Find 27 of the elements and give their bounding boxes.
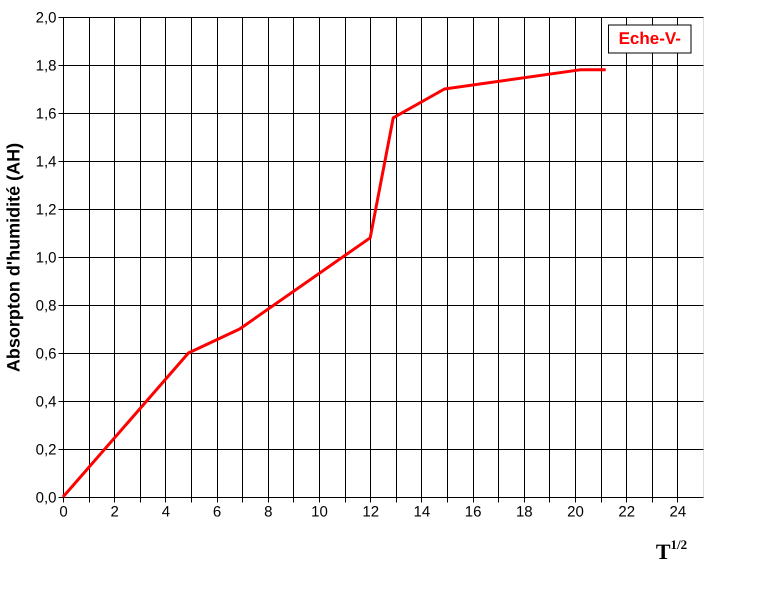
y-tick-label: 2,0 xyxy=(36,10,56,26)
x-tick-label: 0 xyxy=(59,504,68,520)
x-tick-label: 20 xyxy=(567,504,584,520)
line-series xyxy=(62,68,608,498)
x-tick-label: 2 xyxy=(110,504,119,520)
y-tick-label: 0,8 xyxy=(36,298,56,314)
x-tick-label: 24 xyxy=(670,504,686,520)
x-tick-label: 18 xyxy=(516,504,533,520)
y-tick-label: 1,4 xyxy=(36,154,56,170)
series-label: Eche-V- xyxy=(618,29,681,48)
x-tick-label: 14 xyxy=(414,504,430,520)
x-tick-label: 8 xyxy=(264,504,272,520)
y-tick-label: 1,6 xyxy=(36,106,56,122)
x-tick-label: 10 xyxy=(311,504,328,520)
x-tick-label: 6 xyxy=(212,504,222,520)
y-tick-label: 0,0 xyxy=(36,490,56,506)
y-tick-label: 0,6 xyxy=(36,346,56,362)
y-tick-label: 1,2 xyxy=(36,202,56,218)
x-tick-label: 16 xyxy=(464,504,482,520)
x-tick-label: 22 xyxy=(618,504,636,520)
y-tick-label: 1,8 xyxy=(36,58,56,74)
y-axis-title: Absorpton d'humidité (AH) xyxy=(4,142,24,372)
y-tick-label: 0,4 xyxy=(36,394,56,410)
x-tick-label: 12 xyxy=(362,504,380,520)
y-tick-label: 0,2 xyxy=(36,442,56,458)
x-tick-label: 4 xyxy=(162,504,170,520)
y-tick-label: 1,0 xyxy=(36,250,56,266)
